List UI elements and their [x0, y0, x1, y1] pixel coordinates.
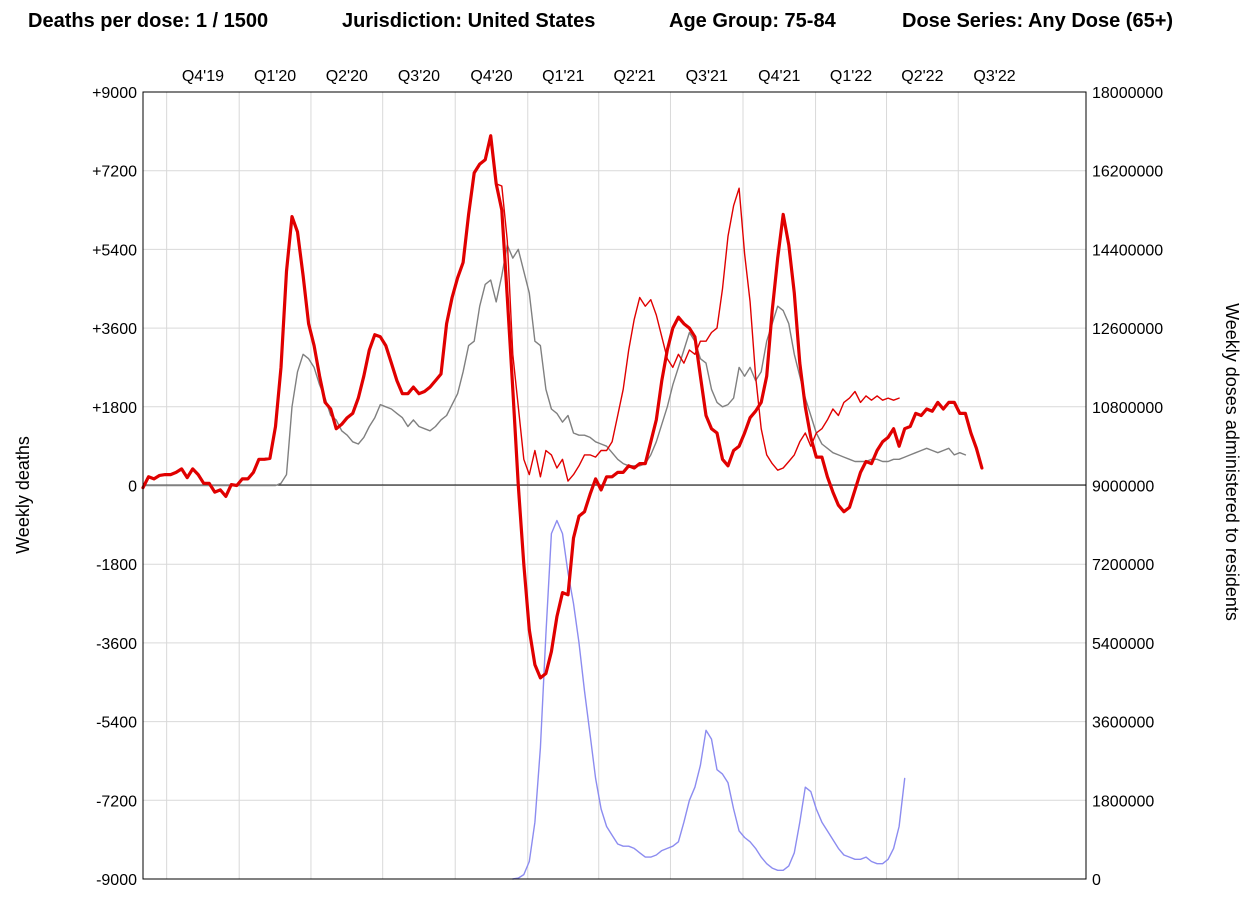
left-tick-label: +3600 [92, 321, 137, 338]
left-tick-label: +1800 [92, 400, 137, 417]
quarter-label: Q3'22 [973, 68, 1015, 85]
right-tick-label: 9000000 [1092, 479, 1154, 496]
right-tick-label: 14400000 [1092, 242, 1163, 259]
left-axis-title: Weekly deaths [13, 436, 33, 554]
left-tick-label: +9000 [92, 85, 137, 102]
quarter-label: Q3'20 [398, 68, 440, 85]
right-tick-label: 18000000 [1092, 85, 1163, 102]
header-deaths-per-dose: Deaths per dose: 1 / 1500 [28, 10, 269, 32]
header-dose-series: Dose Series: Any Dose (65+) [902, 10, 1174, 32]
series-line-thin-red [473, 134, 900, 482]
left-tick-label: -7200 [96, 793, 137, 810]
series-line-gray [142, 244, 967, 487]
right-tick-label: 3600000 [1092, 715, 1154, 732]
quarter-label: Q1'22 [830, 68, 872, 85]
left-tick-label: +7200 [92, 164, 137, 181]
left-tick-label: +5400 [92, 242, 137, 259]
right-tick-label: 12600000 [1092, 321, 1163, 338]
series-line-doses [512, 519, 906, 880]
quarter-label: Q2'22 [901, 68, 943, 85]
quarter-label: Q3'21 [686, 68, 728, 85]
quarter-label: Q4'20 [470, 68, 512, 85]
left-axis: +9000 +7200 +5400 +3600 +1800 0 -1800 -3600 -540… [92, 85, 137, 889]
left-tick-label: 0 [128, 479, 137, 496]
right-axis: 1800000016200000144000001260000010800000… [1092, 85, 1163, 889]
left-tick-label: -1800 [96, 557, 137, 574]
quarter-label: Q4'19 [182, 68, 224, 85]
quarter-label: Q2'20 [326, 68, 368, 85]
right-tick-label: 1800000 [1092, 793, 1154, 810]
series-group [141, 134, 984, 880]
right-tick-label: 7200000 [1092, 557, 1154, 574]
right-axis-title: Weekly doses administered to residents [1222, 303, 1242, 621]
right-tick-label: 5400000 [1092, 636, 1154, 653]
right-tick-label: 10800000 [1092, 400, 1163, 417]
quarter-label: Q4'21 [758, 68, 800, 85]
quarter-label: Q1'21 [542, 68, 584, 85]
header-age-group: Age Group: 75-84 [669, 10, 836, 32]
left-tick-label: -9000 [96, 872, 137, 889]
right-tick-label: 0 [1092, 872, 1101, 889]
series-line-bold-red [141, 134, 984, 680]
plot-frame [142, 91, 1087, 880]
quarter-label: Q1'20 [254, 68, 296, 85]
right-tick-label: 16200000 [1092, 164, 1163, 181]
left-tick-label: -3600 [96, 636, 137, 653]
top-axis: Q4'19 Q1'20 Q2'20 Q3'20 Q4'20 Q1'21 Q2'21 Q3'21… [182, 68, 1016, 85]
header-jurisdiction: Jurisdiction: United States [342, 10, 596, 32]
quarter-label: Q2'21 [614, 68, 656, 85]
left-tick-label: -5400 [96, 715, 137, 732]
